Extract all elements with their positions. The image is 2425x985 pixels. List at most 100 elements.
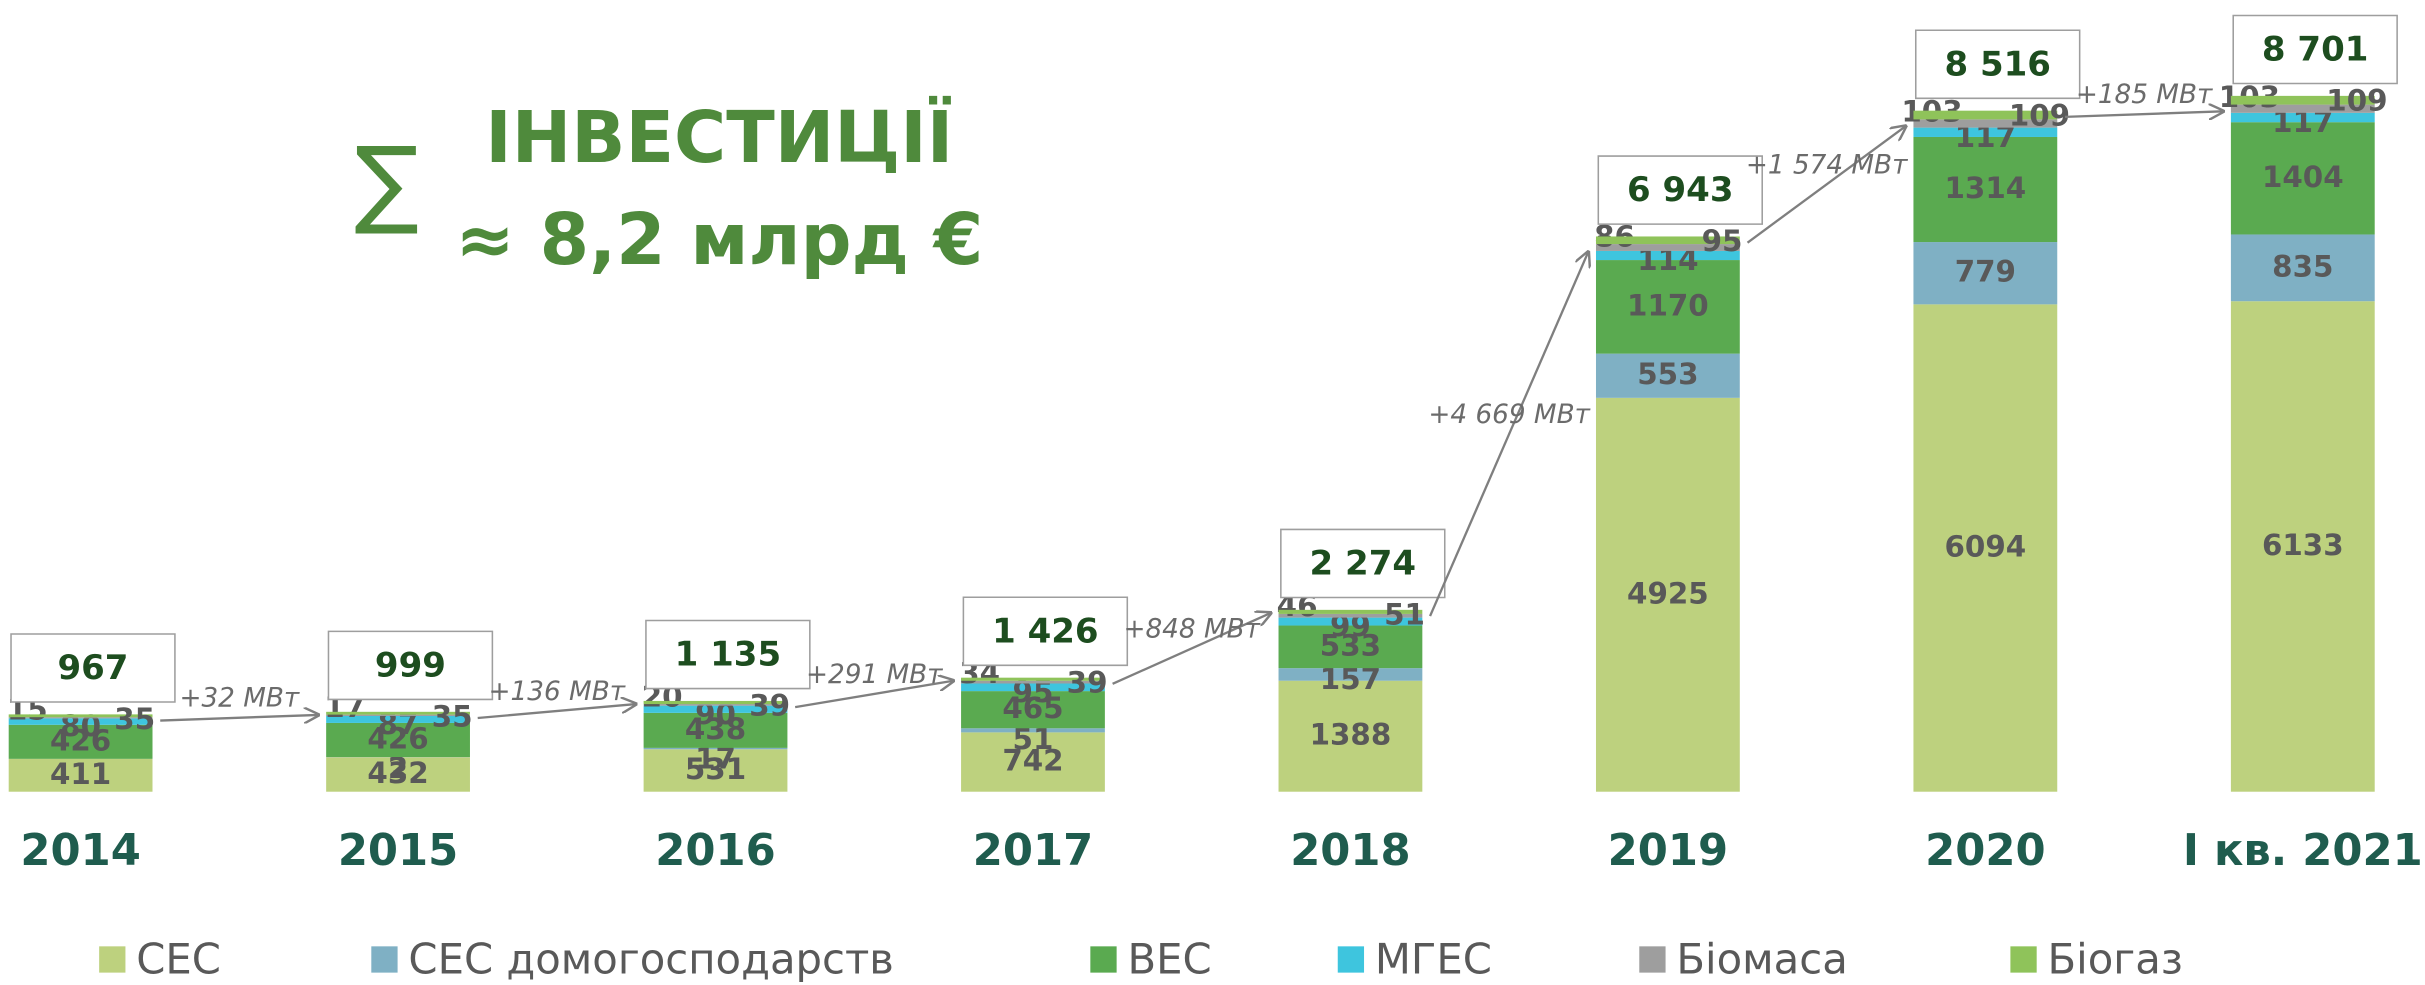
- bar-segment: [1913, 119, 2058, 128]
- growth-label: +1 574 МВт: [1746, 150, 1908, 180]
- bar-segment: [1595, 397, 1740, 792]
- total-box: [1914, 29, 2081, 100]
- total-label: 8 701: [2262, 30, 2368, 70]
- bar-segment: [8, 717, 153, 719]
- bar-segment: [1595, 250, 1740, 261]
- bar-segment: [8, 758, 153, 792]
- value-label: 1314: [1944, 171, 2026, 205]
- value-label: 533: [1320, 628, 1381, 662]
- growth-arrow: [794, 681, 953, 709]
- bar-segment: [1278, 609, 1423, 614]
- bar-segment: [1595, 260, 1740, 354]
- bar-segment: [1913, 127, 2058, 137]
- total-label: 2 274: [1310, 544, 1416, 584]
- x-tick-label: 2020: [1925, 826, 2045, 876]
- legend-swatch: [99, 946, 126, 973]
- value-label: 411: [50, 757, 111, 791]
- total-label: 8 516: [1944, 44, 2050, 84]
- bar-segment: [961, 683, 1105, 692]
- bar-segment: [643, 749, 788, 792]
- bar-segment: [2230, 301, 2375, 792]
- growth-arrow: [160, 715, 318, 721]
- bar-segment: [643, 747, 788, 750]
- value-label: 35: [114, 702, 155, 736]
- value-label: 553: [1637, 357, 1698, 391]
- growth-label: +136 МВт: [489, 677, 626, 707]
- title: ІНВЕСТИЦІЇ: [485, 96, 953, 179]
- bar-segment: [1595, 236, 1740, 245]
- sigma: ∑: [354, 126, 419, 238]
- value-label: 426: [367, 721, 428, 755]
- legend-label: ВЕС: [1127, 934, 1211, 983]
- growth-label: +32 МВт: [179, 684, 299, 714]
- value-label: 35: [432, 700, 473, 734]
- legend-swatch: [2010, 946, 2037, 973]
- bar-segment: [961, 677, 1105, 681]
- bar-segment: [1278, 668, 1423, 681]
- bar-segment: [643, 700, 788, 705]
- bar-segment: [326, 714, 470, 716]
- subtitle: ≈ 8,2 млрд €: [455, 198, 983, 281]
- legend-swatch: [1639, 946, 1666, 973]
- value-label: 779: [1955, 255, 2016, 289]
- bar-segment: [1913, 110, 2058, 120]
- bar-segment: [2230, 104, 2375, 113]
- bar-segment: [8, 714, 153, 718]
- value-label: 6094: [1944, 530, 2026, 564]
- legend-label: СЕС домогосподарств: [408, 934, 894, 983]
- bar-segment: [643, 705, 788, 713]
- value-label: 39: [749, 689, 790, 723]
- legend-label: СЕС: [136, 934, 221, 983]
- growth-arrow: [1429, 252, 1588, 617]
- total-box: [1597, 155, 1763, 225]
- bar-segment: [326, 715, 470, 723]
- value-label: 109: [2326, 84, 2387, 118]
- bar-segment: [8, 718, 153, 725]
- growth-label: +4 669 МВт: [1428, 400, 1590, 430]
- total-box: [10, 633, 176, 703]
- growth-label: +291 МВт: [806, 660, 943, 690]
- bar-segment: [1913, 136, 2058, 243]
- bar-segment: [1913, 304, 2058, 792]
- growth-arrow: [1112, 613, 1271, 685]
- legend-label: МГЕС: [1375, 934, 1492, 983]
- bar-segment: [1278, 680, 1423, 792]
- value-label: 465: [1002, 691, 1063, 725]
- value-label: 1404: [2262, 160, 2344, 194]
- bar-segment: [326, 711, 470, 715]
- bar-segment: [1278, 625, 1423, 669]
- x-tick-label: 2016: [655, 826, 775, 876]
- value-label: 86: [1594, 219, 1635, 253]
- total-label: 1 135: [675, 635, 781, 675]
- value-label: 109: [2009, 98, 2070, 132]
- value-label: 2: [388, 751, 408, 785]
- bar-segment: [643, 704, 788, 706]
- bar-segment: [961, 680, 1105, 684]
- value-label: 432: [367, 756, 428, 790]
- bar-segment: [961, 691, 1105, 729]
- value-label: 95: [1702, 224, 1743, 258]
- value-label: 531: [685, 752, 746, 786]
- total-box: [327, 630, 494, 701]
- bar-segment: [326, 757, 470, 792]
- bar-segment: [1595, 244, 1740, 251]
- total-box: [1280, 528, 1446, 599]
- growth-label: +848 МВт: [1123, 614, 1260, 644]
- x-tick-label: 2018: [1290, 826, 1410, 876]
- bar-segment: [1595, 353, 1740, 398]
- growth-label: +185 МВт: [2076, 80, 2213, 110]
- growth-arrow: [2064, 111, 2223, 117]
- value-label: 1170: [1627, 288, 1709, 322]
- total-box: [962, 596, 1129, 667]
- growth-arrow: [477, 704, 636, 720]
- bar-segment: [2230, 122, 2375, 235]
- value-label: 438: [685, 712, 746, 746]
- value-label: 742: [1002, 744, 1063, 778]
- growth-arrow: [1746, 126, 1906, 244]
- bar-segment: [961, 732, 1105, 792]
- total-box: [645, 619, 811, 690]
- x-tick-label: 2015: [338, 826, 458, 876]
- bar-segment: [2230, 234, 2375, 302]
